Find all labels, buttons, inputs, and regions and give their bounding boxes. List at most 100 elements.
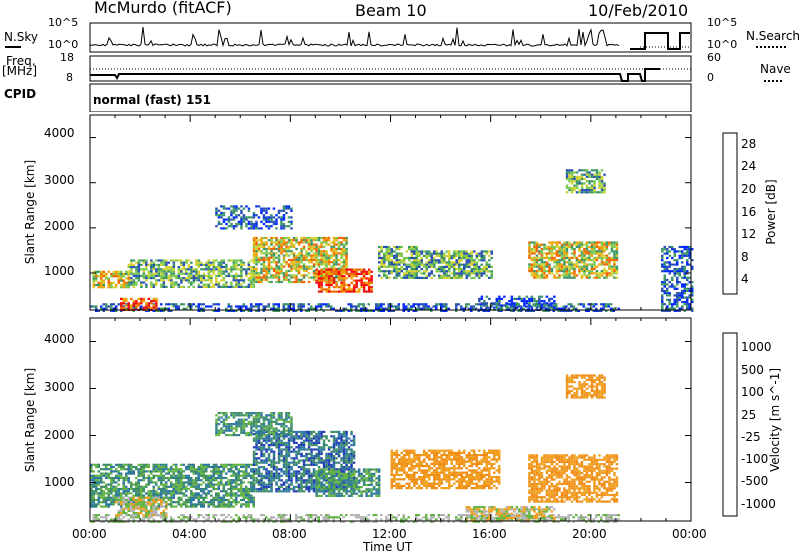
- heat-cell: [107, 498, 110, 502]
- heat-cell: [407, 520, 410, 523]
- heat-cell: [688, 307, 691, 310]
- heat-cell: [337, 277, 341, 280]
- heat-cell: [418, 270, 421, 273]
- heat-cell: [493, 302, 496, 305]
- heat-cell: [250, 514, 253, 517]
- heat-cell: [112, 309, 115, 312]
- heat-cell: [453, 270, 456, 273]
- heat-cell: [533, 300, 536, 303]
- heat-cell: [120, 498, 123, 501]
- heat-cell: [558, 250, 561, 253]
- heat-cell: [280, 518, 283, 521]
- heat-cell: [370, 288, 373, 291]
- heat-cell: [320, 274, 323, 277]
- heat-cell: [528, 267, 531, 270]
- heat-cell: [262, 309, 265, 312]
- heat-cell: [397, 303, 400, 306]
- heat-cell: [117, 498, 120, 502]
- heat-cell: [337, 286, 341, 289]
- heat-cell: [235, 520, 238, 523]
- heat-cell: [207, 270, 211, 273]
- heat-cell: [222, 463, 225, 466]
- heat-cell: [145, 507, 148, 510]
- heat-cell: [212, 285, 216, 288]
- heat-cell: [423, 250, 426, 253]
- heat-cell: [430, 261, 433, 264]
- heat-cell: [207, 259, 211, 262]
- heat-cell: [588, 186, 591, 189]
- heat-cell: [265, 256, 268, 259]
- heat-cell: [370, 277, 373, 280]
- heat-cell: [232, 481, 235, 484]
- heat-cell: [285, 303, 288, 306]
- heat-cell: [327, 303, 330, 306]
- heat-cell: [550, 270, 554, 273]
- heat-cell: [387, 514, 390, 517]
- heat-cell: [410, 245, 413, 249]
- heat-cell: [247, 263, 251, 266]
- heat-cell: [565, 248, 569, 251]
- heat-cell: [192, 303, 195, 306]
- heat-cell: [170, 259, 173, 262]
- heat-cell: [543, 302, 546, 305]
- heat-cell: [185, 277, 188, 280]
- heat-cell: [235, 261, 238, 264]
- heat-cell: [315, 247, 318, 251]
- power-heatmap: [90, 169, 694, 312]
- heat-cell: [686, 278, 689, 282]
- heat-cell: [365, 520, 368, 523]
- heat-cell: [127, 505, 130, 508]
- heat-cell: [285, 263, 288, 266]
- heat-cell: [230, 225, 233, 228]
- heat-cell: [117, 509, 120, 512]
- heat-cell: [240, 309, 243, 312]
- heat-cell: [287, 216, 291, 219]
- heat-cell: [115, 283, 118, 287]
- heat-cell: [175, 274, 178, 277]
- heat-cell: [385, 516, 388, 519]
- heat-cell: [222, 261, 226, 264]
- heat-cell: [663, 283, 666, 286]
- heat-cell: [222, 470, 225, 473]
- heat-cell: [200, 501, 203, 504]
- heat-cell: [320, 303, 323, 306]
- heat-cell: [320, 281, 323, 284]
- heat-cell: [180, 518, 183, 521]
- heat-cell: [257, 216, 261, 219]
- heat-cell: [513, 304, 516, 307]
- heat-cell: [197, 272, 201, 275]
- heat-cell: [262, 518, 265, 521]
- heat-cell: [453, 276, 456, 279]
- heat-cell: [605, 245, 609, 248]
- heat-cell: [583, 243, 586, 246]
- heat-cell: [225, 268, 228, 271]
- heat-cell: [195, 277, 198, 280]
- heat-cell: [605, 248, 609, 251]
- heat-cell: [100, 270, 103, 273]
- heat-cell: [240, 216, 243, 219]
- heat-cell: [592, 520, 595, 523]
- heat-cell: [430, 259, 433, 262]
- heat-cell: [115, 476, 118, 480]
- heat-cell: [275, 276, 278, 279]
- heat-cell: [137, 507, 140, 510]
- heat-cell: [355, 516, 358, 519]
- heat-cell: [122, 481, 125, 484]
- heat-cell: [663, 309, 666, 312]
- heat-cell: [352, 290, 356, 293]
- heat-cell: [683, 296, 686, 299]
- heat-cell: [567, 520, 570, 523]
- heat-cell: [352, 514, 355, 517]
- heat-cell: [520, 309, 523, 312]
- heat-cell: [528, 252, 531, 255]
- heat-cell: [327, 290, 331, 293]
- heat-cell: [588, 276, 591, 279]
- heat-cell: [242, 285, 246, 288]
- heat-cell: [212, 268, 216, 271]
- heat-cell: [225, 218, 228, 221]
- heat-cell: [115, 309, 118, 312]
- heat-cell: [262, 274, 266, 277]
- heat-cell: [485, 270, 488, 273]
- heat-cell: [325, 516, 328, 519]
- heat-cell: [565, 270, 569, 273]
